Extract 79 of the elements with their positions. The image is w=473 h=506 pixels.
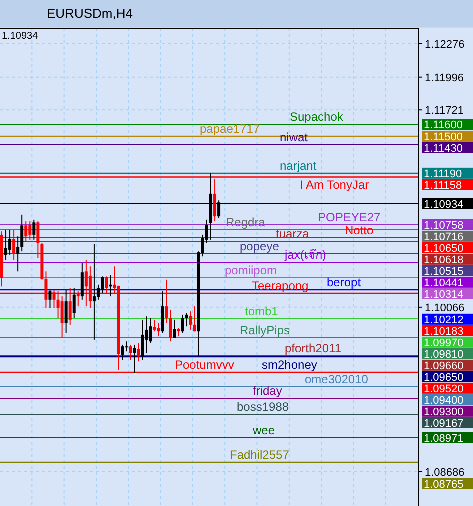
candlestick [16,236,20,272]
ref-line-label: boss1988 [237,400,290,414]
candlestick [169,309,172,342]
candlestick [92,244,96,340]
chart-title: EURUSDm,H4 [47,6,133,21]
text: 1.11500 [424,131,463,144]
text: 1.10212 [424,314,464,326]
text: 1.09520 [424,383,464,396]
candlestick [8,229,12,256]
text: 1.10183 [424,326,464,338]
candlestick [60,296,64,339]
ref-line-label: POPEYE27 [318,210,382,224]
ref-line-label: beropt [327,276,362,290]
y-tick-label: 1.11721 [425,105,464,118]
candlestick [137,342,140,362]
candlestick [125,341,128,352]
text: 1.10758 [424,220,464,232]
y-tick-label: 1.08686 [425,466,465,479]
candlestick [133,344,136,374]
text: 1.09167 [424,418,464,430]
text: 1.10716 [424,231,464,244]
text: 1.10650 [424,242,464,255]
ref-line-label: I Am TonyJar [300,178,370,192]
candlestick [181,314,184,334]
candlestick [48,289,52,309]
ref-line-label: wee [252,423,276,438]
ref-line-label: Fadhil2557 [230,448,290,462]
candlestick [32,219,36,240]
text: 1.08971 [424,432,464,445]
ref-line-label: pomiipom [225,263,278,278]
text: 1.10618 [424,254,464,266]
text: 1.09400 [424,394,464,407]
y-tick-label: 1.12276 [425,38,465,51]
annotation: 1.10934 [2,31,39,42]
y-tick-label: 1.11996 [425,72,464,84]
text: 1.11430 [424,142,463,155]
candlestick [149,318,152,344]
text: 1.11158 [424,180,462,192]
text: 1.09660 [424,360,464,372]
text: 1.11190 [424,168,462,180]
ref-line-label: Supachok [290,110,344,124]
text: 1.11600 [424,120,463,132]
text: 1.10441 [424,277,464,290]
text: 1.09300 [424,406,464,418]
candlestick [173,319,176,339]
ref-line-label: friday [253,384,282,398]
candlestick [72,288,76,319]
ref-line-label: RallyPips [240,323,290,338]
text: 1.08765 [424,478,464,491]
candlestick [189,311,192,330]
ref-line-label: narjant [280,158,318,173]
text: 1.10314 [424,288,464,301]
ref-line-label: pforth2011 [285,341,342,356]
candlestick [100,276,104,294]
text: 1.09650 [424,372,464,384]
candlestick [193,306,196,332]
candlestick [185,312,188,328]
text: 1.09970 [424,337,464,350]
ref-line-label: tomb1 [245,304,279,318]
candlestick [80,262,84,300]
candlestick [64,289,68,334]
ref-line-label: popeye [240,239,280,254]
ref-line-label: Pootumvvv [175,358,234,372]
candlestick [4,229,8,260]
ref-line-label: Teerapong [252,278,309,293]
candlestick [20,214,24,252]
candlestick [157,322,160,338]
ref-line-label: sm2honey [262,358,318,372]
text: 1.10934 [424,198,464,211]
y-tick-label: 1.10066 [425,302,465,314]
text: 1.10515 [424,266,464,278]
text: 1.09810 [424,348,464,361]
ref-line-label: ome302010 [305,372,369,386]
candlestick [129,344,132,360]
candlestick [153,319,156,332]
candlestick [121,344,124,360]
ref-line-label: papae1717 [200,122,260,136]
candlestick [145,316,148,354]
candlestick [141,319,144,360]
